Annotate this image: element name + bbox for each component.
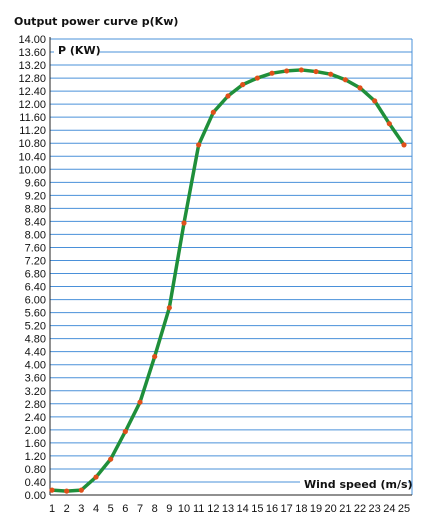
y-tick-label: 6.80 xyxy=(25,269,46,281)
data-point xyxy=(225,93,231,99)
x-axis-label: Wind speed (m/s) xyxy=(304,478,413,491)
x-tick-label: 12 xyxy=(207,503,219,515)
y-tick-label: 12.80 xyxy=(18,73,46,85)
x-tick-label: 7 xyxy=(137,503,143,515)
y-tick-label: 5.60 xyxy=(25,308,46,320)
x-tick-label: 22 xyxy=(354,503,366,515)
y-tick-label: 8.80 xyxy=(25,203,46,215)
y-tick-label: 4.00 xyxy=(25,360,46,372)
x-tick-label: 4 xyxy=(93,503,99,515)
x-tick-label: 6 xyxy=(122,503,128,515)
x-tick-label: 24 xyxy=(383,503,395,515)
y-tick-label: 13.20 xyxy=(18,60,46,72)
x-tick-label: 19 xyxy=(310,503,322,515)
x-tick-label: 23 xyxy=(369,503,381,515)
x-tick-label: 15 xyxy=(251,503,263,515)
y-tick-label: 6.00 xyxy=(25,295,46,307)
y-tick-label: 14.00 xyxy=(18,34,46,46)
y-axis-label-bg xyxy=(54,41,100,57)
y-tick-label: 0.80 xyxy=(25,464,46,476)
y-tick-label: 9.20 xyxy=(25,190,46,202)
y-tick-labels: 0.000.400.801.201.602.002.402.803.203.60… xyxy=(18,34,46,502)
x-tick-label: 16 xyxy=(266,503,278,515)
y-tick-label: 3.60 xyxy=(25,373,46,385)
data-point xyxy=(137,399,143,405)
x-tick-label: 10 xyxy=(178,503,190,515)
data-point xyxy=(357,85,363,91)
data-point xyxy=(342,77,348,83)
x-tick-label: 25 xyxy=(398,503,410,515)
y-tick-label: 9.60 xyxy=(25,177,46,189)
y-tick-label: 2.40 xyxy=(25,412,46,424)
y-tick-label: 0.40 xyxy=(25,477,46,489)
y-tick-label: 11.60 xyxy=(19,112,46,124)
data-point xyxy=(328,71,334,77)
data-point xyxy=(78,487,84,493)
data-point xyxy=(64,488,70,494)
grid xyxy=(50,38,413,496)
y-tick-label: 3.20 xyxy=(25,386,46,398)
data-point xyxy=(372,98,378,104)
x-tick-label: 13 xyxy=(222,503,234,515)
y-tick-label: 4.80 xyxy=(25,334,46,346)
data-point xyxy=(210,109,216,115)
y-tick-label: 11.20 xyxy=(19,125,46,137)
y-tick-label: 10.40 xyxy=(18,151,46,163)
data-point xyxy=(152,353,158,360)
y-tick-label: 7.20 xyxy=(25,255,46,267)
y-tick-label: 1.60 xyxy=(25,438,46,450)
y-tick-label: 2.80 xyxy=(25,399,46,411)
x-tick-label: 21 xyxy=(339,503,351,515)
y-tick-label: 4.40 xyxy=(25,347,46,359)
x-tick-label: 2 xyxy=(64,503,70,515)
y-axis-label: P (KW) xyxy=(58,44,101,57)
data-point xyxy=(284,68,290,74)
x-tick-labels: 1 2 3 4 5 6 7 8 9 10 11 12 13 14 15 16 17 18 19 20 21 22 23 24 2… xyxy=(49,503,410,515)
data-point xyxy=(298,67,304,73)
y-tick-label: 8.00 xyxy=(25,229,46,241)
data-points xyxy=(49,67,407,494)
data-point xyxy=(181,220,187,226)
axes xyxy=(49,37,412,496)
data-point xyxy=(401,142,407,148)
y-tick-label: 10.80 xyxy=(18,138,46,150)
chart-title: Output power curve p(Kw) xyxy=(14,15,178,28)
x-tick-label: 14 xyxy=(237,503,249,515)
y-tick-label: 1.20 xyxy=(25,451,46,463)
data-point xyxy=(93,474,99,480)
x-tick-label: 20 xyxy=(325,503,337,515)
data-point xyxy=(166,305,172,311)
series-line xyxy=(50,68,406,493)
data-point xyxy=(240,82,246,88)
y-tick-label: 7.60 xyxy=(25,242,46,254)
x-tick-label: 1 xyxy=(49,503,55,515)
x-tick-label: 17 xyxy=(281,503,293,515)
y-tick-label: 12.40 xyxy=(18,86,46,98)
y-tick-label: 12.00 xyxy=(18,99,46,111)
y-tick-label: 13.60 xyxy=(18,47,46,59)
data-point xyxy=(254,75,260,81)
data-point xyxy=(196,142,202,148)
data-point xyxy=(269,70,275,76)
data-point xyxy=(108,456,114,462)
y-tick-label: 10.00 xyxy=(18,164,46,176)
data-point xyxy=(122,428,128,435)
y-tick-label: 8.40 xyxy=(25,216,46,228)
y-tick-label: 5.20 xyxy=(25,321,46,333)
x-tick-label: 8 xyxy=(152,503,158,515)
x-tick-label: 11 xyxy=(193,503,204,515)
data-point xyxy=(49,487,55,493)
y-tick-label: 6.40 xyxy=(25,282,46,294)
x-tick-label: 5 xyxy=(108,503,114,515)
data-point xyxy=(386,121,392,127)
y-tick-label: 0.00 xyxy=(25,490,46,502)
y-tick-label: 2.00 xyxy=(25,425,46,437)
x-tick-label: 9 xyxy=(166,503,172,515)
x-tick-label: 3 xyxy=(78,503,84,515)
x-tick-label: 18 xyxy=(295,503,307,515)
x-axis-label-bg xyxy=(300,475,408,491)
data-point xyxy=(313,68,319,75)
